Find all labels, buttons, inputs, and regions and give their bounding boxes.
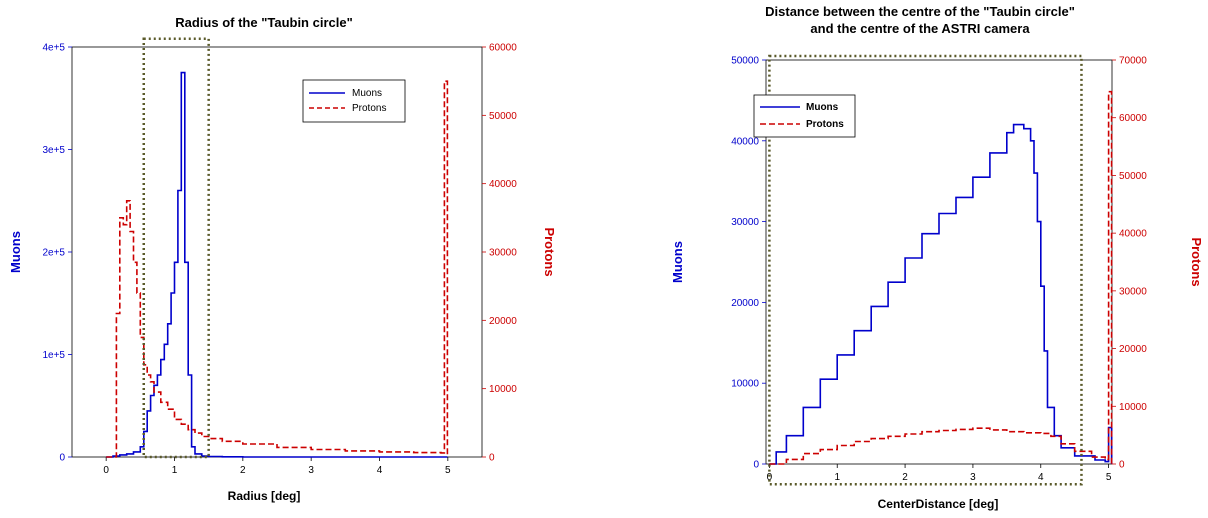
chart-center-distance-highlight-box [768,54,1083,486]
chart-radius-highlight-box [142,37,210,459]
chart-radius-series-protons [106,80,449,458]
chart-center-distance-series-protons [769,90,1113,465]
chart-center-distance-legend-box [753,94,856,138]
chart-radius-ytick-right-label: 30000 [489,248,517,259]
chart-radius-ytick-right-label: 50000 [489,111,517,122]
chart-center-distance-ytick-right-label: 10000 [1119,402,1147,413]
chart-radius-xtick-label: 5 [445,465,451,476]
chart-center-distance-ytick-right-label: 70000 [1119,56,1147,67]
chart-center-distance-legend-protons: Protons [806,119,844,130]
chart-center-distance-legend-muons: Muons [806,102,839,113]
chart-radius-plot-frame [71,46,483,458]
chart-center-distance-xtick-label: 5 [1106,472,1112,483]
chart-radius-ytick-right-label: 20000 [489,316,517,327]
chart-center-distance-ytick-right-label: 50000 [1119,171,1147,182]
chart-radius-ylabel-right: Protons [542,227,557,276]
chart-radius-ytick-right-label: 10000 [489,384,517,395]
chart-center-distance-ytick-right-label: 60000 [1119,113,1147,124]
chart-center-distance: Distance between the centre of the "Taub… [670,4,1204,511]
chart-radius-title: Radius of the "Taubin circle" [175,15,353,30]
chart-center-distance-series-muons [769,123,1113,465]
chart-center-distance-xtick-label: 0 [767,472,773,483]
chart-center-distance-ytick-right-label: 40000 [1119,229,1147,240]
chart-radius-xtick-label: 4 [377,465,383,476]
chart-center-distance-xtick-label: 4 [1038,472,1044,483]
chart-radius-legend-muons: Muons [352,88,382,99]
chart-radius-xtick-label: 3 [308,465,314,476]
chart-radius-xtick-label: 2 [240,465,246,476]
chart-center-distance-ytick-left-label: 20000 [731,298,759,309]
chart-center-distance-ytick-left-label: 50000 [731,56,759,67]
chart-radius-ytick-left-label: 4e+5 [42,43,65,54]
chart-radius-legend-box [302,79,406,123]
chart-radius-xtick-label: 0 [103,465,109,476]
chart-center-distance-ylabel-right: Protons [1189,237,1204,286]
chart-center-distance-ytick-right-label: 30000 [1119,286,1147,297]
chart-center-distance-ytick-left-label: 0 [753,460,759,471]
chart-center-distance-xtick-label: 3 [970,472,976,483]
chart-center-distance-ylabel-left: Muons [670,241,685,283]
chart-radius-ytick-left-label: 1e+5 [42,350,65,361]
chart-radius-xtick-label: 1 [172,465,178,476]
chart-center-distance-ytick-left-label: 40000 [731,136,759,147]
chart-radius-ytick-left-label: 0 [59,453,65,464]
chart-center-distance-ytick-right-label: 0 [1119,460,1125,471]
chart-center-distance-ytick-left-label: 30000 [731,217,759,228]
chart-center-distance-xtick-label: 2 [902,472,908,483]
chart-center-distance-title-line2: and the centre of the ASTRI camera [810,21,1030,36]
chart-radius-series-muons [106,71,448,458]
chart-radius-ytick-right-label: 0 [489,453,495,464]
chart-radius-legend-protons: Protons [352,103,386,114]
chart-center-distance-title-line1: Distance between the centre of the "Taub… [765,4,1075,19]
chart-radius-ytick-right-label: 60000 [489,43,517,54]
chart-center-distance-legend: Muons Protons [753,94,856,138]
chart-center-distance-ytick-left-label: 10000 [731,379,759,390]
chart-radius-xlabel: Radius [deg] [228,489,301,503]
chart-radius-ylabel-left: Muons [8,231,23,273]
chart-center-distance-ytick-right-label: 20000 [1119,344,1147,355]
chart-radius-ytick-right-label: 40000 [489,179,517,190]
chart-radius-ytick-left-label: 3e+5 [42,145,65,156]
chart-center-distance-xtick-label: 1 [834,472,840,483]
chart-radius-legend: Muons Protons [302,79,406,123]
chart-radius-ytick-left-label: 2e+5 [42,248,65,259]
chart-center-distance-xlabel: CenterDistance [deg] [878,497,999,511]
chart-radius: Radius of the "Taubin circle" 0 1 2 3 4 5 0 1e… [8,15,557,503]
